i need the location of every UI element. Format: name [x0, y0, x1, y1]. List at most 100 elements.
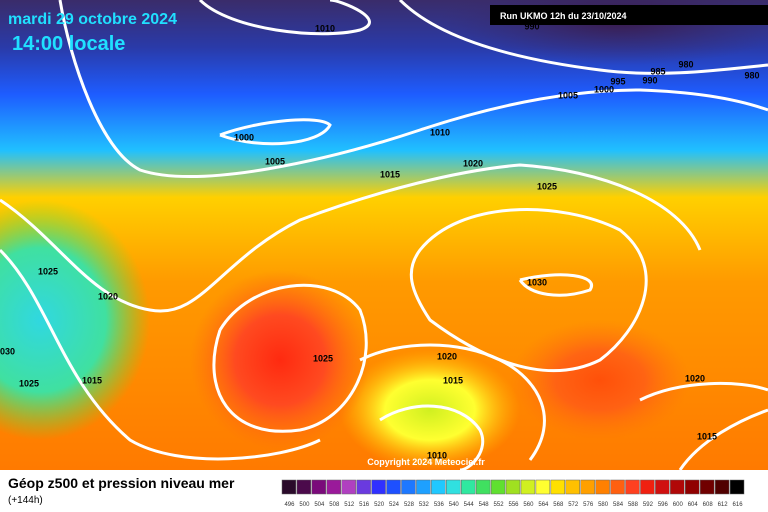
scale-swatch — [356, 479, 371, 495]
scale-swatch — [685, 479, 700, 495]
isobar-label: 1010 — [315, 23, 335, 33]
isobar-label: 985 — [650, 66, 665, 76]
isobar-label: 1015 — [443, 375, 463, 385]
isobar-label: 1030 — [527, 277, 547, 287]
scale-label: 520 — [374, 502, 385, 508]
scale-swatch — [670, 479, 685, 495]
run-box — [490, 5, 768, 25]
copyright: Copyright 2024 Meteociel.fr — [367, 457, 485, 467]
yellow-zone — [340, 350, 520, 470]
scale-swatch — [655, 479, 670, 495]
scale-label: 512 — [344, 502, 355, 508]
isobar-label: 1020 — [98, 291, 118, 301]
map-time: 14:00 locale — [12, 33, 125, 55]
scale-label: 556 — [508, 502, 519, 508]
scale-label: 600 — [673, 502, 684, 508]
isobar-label: 1015 — [380, 169, 400, 179]
isobar-label: 1015 — [697, 431, 717, 441]
isobar-label: 1020 — [685, 373, 705, 383]
isobar-label: 1025 — [313, 353, 333, 363]
isobars — [0, 0, 768, 470]
run-info: Run UKMO 12h du 23/10/2024 — [500, 11, 627, 21]
isobar-label: 995 — [610, 76, 625, 86]
scale-swatch — [565, 479, 580, 495]
isobar-label: 980 — [678, 59, 693, 69]
scale-label: 508 — [329, 502, 340, 508]
scale-label: 576 — [583, 502, 594, 508]
footer-title: Géop z500 et pression niveau mer — [8, 475, 235, 491]
scale-swatch — [341, 479, 356, 495]
scale-swatch — [416, 479, 431, 495]
isobar-label: 990 — [524, 21, 539, 31]
isobar-label: 1000 — [594, 84, 614, 94]
scale-swatch — [699, 479, 715, 495]
scale-swatch — [371, 479, 386, 495]
scale-label: 524 — [389, 502, 400, 508]
scale-label: 540 — [449, 502, 460, 508]
footer-lead: (+144h) — [8, 495, 43, 506]
isobar-label: 1005 — [558, 90, 578, 100]
isobar-label: 1010 — [430, 127, 450, 137]
scale-label: 608 — [703, 502, 714, 508]
scale-swatch — [595, 479, 610, 495]
isobar-label: 990 — [642, 75, 657, 85]
red-zone — [190, 270, 370, 450]
scale-label: 500 — [299, 502, 310, 508]
scale-swatch — [729, 479, 745, 495]
scale-label: 548 — [479, 502, 490, 508]
scale-swatch — [296, 479, 312, 495]
isobar-label: 1030 — [0, 346, 15, 356]
scale-label: 596 — [658, 502, 669, 508]
isobar-label: 1020 — [463, 158, 483, 168]
scale-label: 588 — [628, 502, 639, 508]
scale-label: 592 — [643, 502, 654, 508]
scale-label: 604 — [688, 502, 699, 508]
scale-swatch — [550, 479, 566, 495]
scale-swatch — [625, 479, 640, 495]
cyan-zone — [0, 200, 150, 440]
scale-label: 532 — [419, 502, 430, 508]
isobar-label: 1000 — [234, 132, 254, 142]
scale-swatch — [535, 479, 551, 495]
scale-swatch — [311, 479, 327, 495]
scale-swatch — [580, 479, 595, 495]
scale-label: 572 — [568, 502, 579, 508]
scale-label: 612 — [718, 502, 729, 508]
scale-swatch — [326, 479, 341, 495]
scale-swatch — [446, 479, 461, 495]
scale-swatch — [401, 479, 416, 495]
scale-swatch — [505, 479, 521, 495]
scale-label: 528 — [404, 502, 415, 508]
scale-label: 584 — [613, 502, 624, 508]
red-zone — [510, 320, 690, 440]
scale-swatch — [386, 479, 401, 495]
isobar-label: 1025 — [38, 266, 58, 276]
isobar-label: 1020 — [437, 351, 457, 361]
scale-swatch — [640, 479, 655, 495]
isobar-label: 1010 — [427, 450, 447, 460]
scale-label: 496 — [284, 502, 295, 508]
scale-label: 544 — [464, 502, 475, 508]
scale-label: 564 — [538, 502, 549, 508]
scale-label: 516 — [359, 502, 370, 508]
scale-label: 536 — [434, 502, 445, 508]
scale-label: 560 — [523, 502, 534, 508]
isobar-label: 1015 — [82, 375, 102, 385]
isobar-label: 1025 — [19, 378, 39, 388]
scale-swatch — [281, 479, 297, 495]
scale-swatch — [490, 479, 506, 495]
isobar-label: 980 — [744, 70, 759, 80]
scale-swatch — [475, 479, 491, 495]
isobar-label: 1025 — [537, 181, 557, 191]
scale-swatch — [714, 479, 730, 495]
scale-label: 616 — [733, 502, 744, 508]
scale-swatch — [520, 479, 536, 495]
scale-label: 568 — [553, 502, 564, 508]
scale-swatch — [610, 479, 625, 495]
scale-swatch — [460, 479, 476, 495]
scale-label: 580 — [598, 502, 609, 508]
scale-swatch — [431, 479, 446, 495]
isobar-label: 1005 — [265, 156, 285, 166]
map-date: mardi 29 octobre 2024 — [8, 11, 177, 28]
